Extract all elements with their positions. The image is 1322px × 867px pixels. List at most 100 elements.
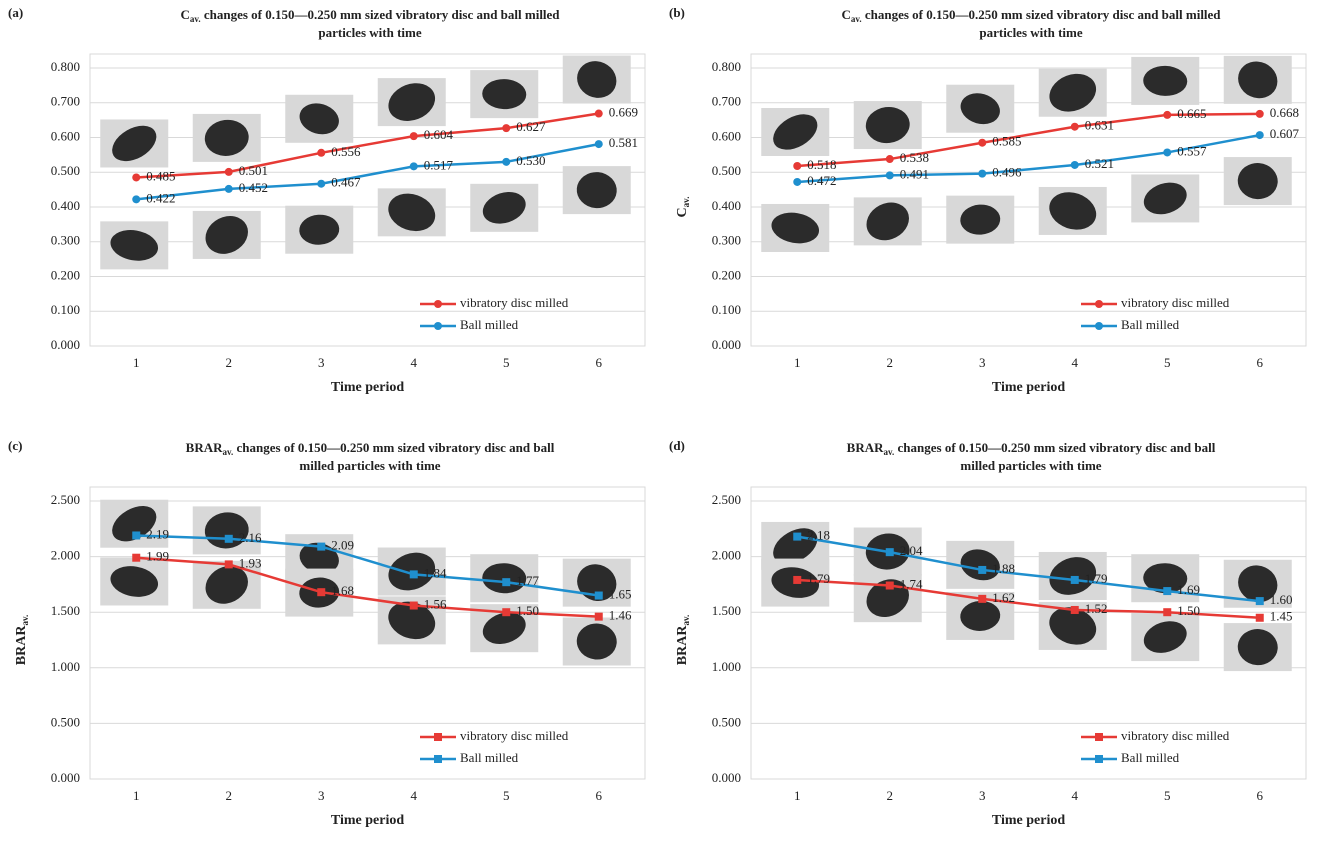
- data-point: [594, 109, 603, 118]
- data-label: 0.472: [807, 173, 836, 188]
- title-subscript: av.: [851, 14, 862, 24]
- y-tick-label: 0.000: [51, 337, 80, 352]
- data-label: 2.04: [900, 543, 923, 558]
- y-tick-label: 0.200: [712, 267, 741, 282]
- y-tick-label: 1.000: [712, 659, 741, 674]
- data-label: 0.669: [609, 105, 638, 120]
- title-subscript: av.: [223, 447, 234, 457]
- legend-marker: [434, 755, 442, 763]
- x-tick-label: 4: [1072, 788, 1079, 803]
- y-tick-label: 0.000: [712, 337, 741, 352]
- particle-image: [1049, 192, 1097, 230]
- chart-title: particles with time: [979, 25, 1082, 40]
- particle-image: [299, 542, 339, 574]
- data-label: 0.607: [1270, 126, 1300, 141]
- legend-label: vibratory disc milled: [1121, 295, 1230, 310]
- chart-title: particles with time: [318, 25, 421, 40]
- particle-image: [1143, 65, 1188, 96]
- particle-image: [112, 506, 157, 542]
- data-label: 1.68: [331, 583, 354, 598]
- y-tick-label: 0.400: [712, 198, 741, 213]
- x-axis-label: Time period: [992, 380, 1065, 395]
- data-label: 1.56: [424, 597, 447, 612]
- chart-title: milled particles with time: [960, 458, 1101, 473]
- particle-image: [576, 172, 617, 209]
- x-axis-label: Time period: [331, 380, 404, 395]
- x-tick-label: 5: [503, 788, 510, 803]
- x-tick-label: 5: [503, 355, 510, 370]
- data-label: 0.538: [900, 150, 929, 165]
- x-tick-label: 2: [226, 788, 233, 803]
- y-tick-label: 0.000: [712, 770, 741, 785]
- data-point: [317, 588, 326, 597]
- chart-title: BRARav. changes of 0.150—0.250 mm sized …: [186, 440, 555, 457]
- data-label: 2.19: [146, 526, 169, 541]
- data-point: [317, 542, 326, 551]
- particle-image: [1237, 163, 1278, 200]
- y-tick-label: 0.300: [712, 233, 741, 248]
- y-tick-label: 2.500: [51, 492, 80, 507]
- y-tick-label: 1.500: [51, 603, 80, 618]
- data-point: [1070, 605, 1079, 614]
- y-tick-label: 0.600: [51, 128, 80, 143]
- data-label: 1.79: [807, 571, 830, 586]
- legend-label: Ball milled: [1121, 750, 1180, 765]
- chart-panel: (a) Cav. changes of 0.150—0.250 mm sized …: [8, 5, 646, 395]
- data-point: [1163, 110, 1172, 119]
- legend-label: vibratory disc milled: [460, 728, 569, 743]
- data-point: [224, 167, 233, 176]
- data-label: 0.496: [992, 165, 1022, 180]
- particle-image: [204, 119, 249, 156]
- data-label: 1.79: [1085, 571, 1108, 586]
- particle-image: [1143, 563, 1188, 594]
- data-label: 0.501: [239, 163, 268, 178]
- y-label-symbol: C: [675, 207, 690, 217]
- data-point: [317, 148, 326, 157]
- data-point: [409, 570, 418, 579]
- data-label: 1.93: [239, 555, 262, 570]
- data-label: 1.74: [900, 576, 923, 591]
- data-label: 0.467: [331, 175, 361, 190]
- x-tick-label: 4: [1072, 355, 1079, 370]
- x-tick-label: 3: [979, 355, 986, 370]
- x-tick-label: 3: [318, 355, 325, 370]
- data-point: [502, 157, 511, 166]
- data-label: 0.422: [146, 190, 175, 205]
- particle-image: [1238, 565, 1278, 603]
- data-label: 0.485: [146, 168, 175, 183]
- data-point: [1070, 160, 1079, 169]
- data-label: 0.585: [992, 134, 1021, 149]
- chart-title: milled particles with time: [299, 458, 440, 473]
- particle-image: [1049, 607, 1097, 645]
- y-tick-label: 0.200: [51, 267, 80, 282]
- data-point: [885, 581, 894, 590]
- y-label-symbol: BRAR: [675, 625, 690, 666]
- data-point: [317, 179, 326, 188]
- chart-panel: (d) BRARav. changes of 0.150—0.250 mm siz…: [669, 438, 1307, 828]
- title-symbol: C: [180, 7, 189, 22]
- data-point: [409, 162, 418, 171]
- legend-marker: [434, 300, 442, 308]
- data-label: 1.65: [609, 587, 632, 602]
- data-point: [1070, 575, 1079, 584]
- legend-label: Ball milled: [460, 317, 519, 332]
- particle-image: [866, 202, 909, 241]
- data-point: [594, 612, 603, 621]
- x-axis-label: Time period: [992, 813, 1065, 828]
- particle-image: [1143, 621, 1187, 653]
- data-label: 0.530: [516, 153, 545, 168]
- data-label: 1.46: [609, 608, 632, 623]
- data-label: 0.557: [1177, 143, 1207, 158]
- panel-label: (b): [669, 5, 685, 20]
- series-line: [797, 578, 1260, 620]
- data-label: 1.88: [992, 561, 1015, 576]
- data-label: 0.452: [239, 180, 268, 195]
- series-line: [136, 112, 599, 179]
- data-point: [978, 138, 987, 147]
- x-tick-label: 2: [887, 788, 894, 803]
- data-point: [224, 534, 233, 543]
- x-axis-label: Time period: [331, 813, 404, 828]
- data-point: [978, 169, 987, 178]
- particle-image: [1143, 182, 1187, 215]
- particle-image: [960, 549, 1000, 581]
